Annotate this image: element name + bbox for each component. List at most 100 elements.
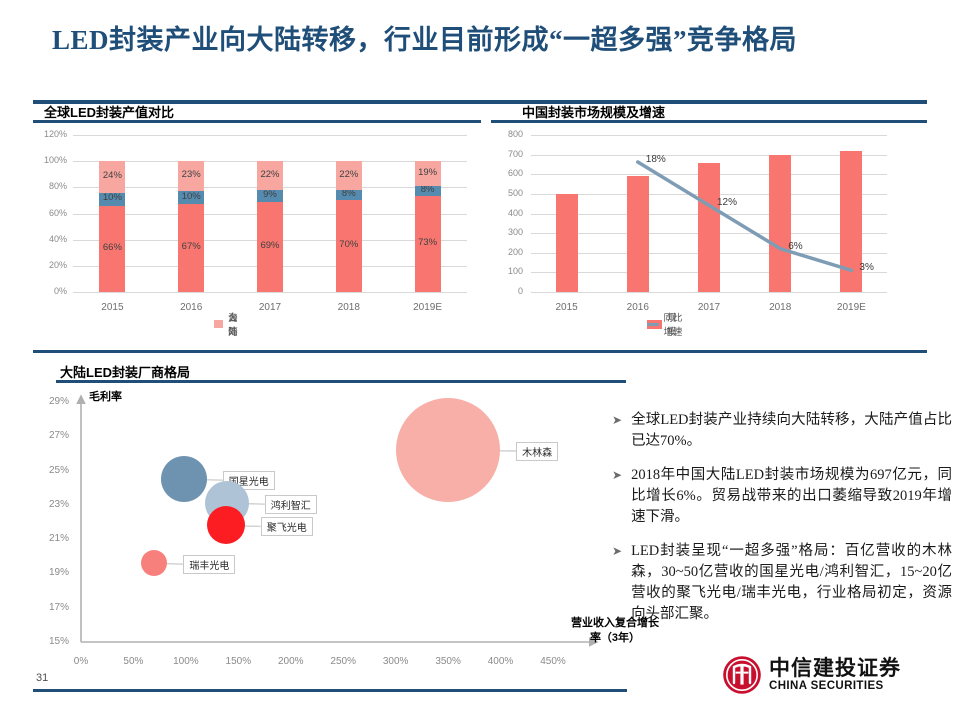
bar-segment-label: 66%	[102, 241, 122, 253]
bar-segment: 10%	[178, 190, 205, 205]
y-tick-label: 21%	[48, 533, 69, 545]
china-market-chart: 0 100 200 300 400 500 600 700 800 2015 2016 2017 201…	[491, 125, 927, 340]
x-tick-label: 250%	[330, 656, 356, 667]
bar-segment-label: 8%	[420, 184, 435, 196]
bubble-label: 聚飞光电	[260, 517, 313, 537]
bar-segment: 24%	[99, 161, 126, 193]
bullet-item: ➤ LED封装呈现“一超多强”格局：百亿营收的木林森，30~50亿营收的国星光电/…	[612, 541, 952, 625]
bar-segment-label: 10%	[102, 192, 122, 204]
x-category-label: 2018	[769, 302, 792, 313]
y-tick-label: 20%	[48, 259, 67, 270]
bar-segment: 22%	[257, 161, 283, 190]
bullet-arrow-icon: ➤	[612, 468, 623, 482]
bubble-leader-lines	[154, 449, 517, 565]
logo-english-name: CHINA SECURITIES	[769, 680, 884, 693]
line-data-label: 6%	[788, 240, 803, 252]
logo-chinese-name: 中信建投证券	[769, 656, 901, 680]
legend-label: 规模	[667, 313, 677, 338]
bar-segment: 8%	[414, 184, 441, 197]
bar-segment-label: 70%	[339, 239, 359, 251]
x-category-label: 2015	[555, 302, 578, 313]
chart-axes	[76, 394, 599, 647]
y-tick-label: 300	[507, 227, 523, 238]
bar-segment: 19%	[414, 161, 441, 186]
title-underline	[33, 100, 927, 104]
left-chart-title: 全球LED封装产值对比	[44, 105, 175, 120]
left-chart-rule	[33, 120, 481, 123]
line-data-label: 3%	[859, 262, 874, 274]
x-tick-label: 450%	[540, 656, 566, 667]
bubble-point	[206, 506, 245, 545]
legend-label: 台湾	[228, 313, 238, 338]
bar-segment-label: 69%	[260, 239, 280, 251]
bubble-point	[141, 550, 168, 577]
y-tick-label: 23%	[48, 498, 69, 510]
bar-segment-label: 10%	[181, 190, 201, 202]
legend-label: 大陆	[228, 313, 238, 338]
bar-segment: 8%	[335, 188, 362, 201]
x-tick-label: 350%	[435, 656, 461, 667]
bubble-point	[396, 398, 501, 502]
y-tick-label: 600	[507, 168, 523, 179]
line-data-label: 12%	[717, 197, 738, 209]
bar-segment-label: 23%	[181, 169, 201, 181]
bar-segment: 67%	[178, 204, 205, 292]
gridline	[531, 154, 887, 156]
x-category-label: 2016	[180, 302, 203, 313]
bar-segment-label: 24%	[102, 169, 122, 181]
y-tick-label: 60%	[48, 207, 67, 218]
gridline	[73, 292, 467, 293]
bar-segment: 69%	[257, 201, 283, 292]
growth-rate-line	[636, 160, 854, 273]
bar-segment: 9%	[257, 189, 283, 202]
bullet-item: ➤ 全球LED封装产业持续向大陆转移，大陆产值占比已达70%。	[612, 410, 952, 452]
y-tick-label: 40%	[48, 233, 67, 244]
y-tick-label: 29%	[48, 396, 69, 407]
x-tick-label: 200%	[277, 656, 304, 667]
x-tick-label: 300%	[382, 656, 409, 667]
summary-bullets: ➤ 全球LED封装产业持续向大陆转移，大陆产值占比已达70%。 ➤ 2018年中国大陆…	[612, 410, 952, 638]
y-tick-label: 100%	[43, 155, 67, 166]
x-category-label: 2017	[258, 302, 282, 313]
x-axis-title: 营业收入复合增长率（3年）	[571, 617, 659, 644]
bar-segment-label: 22%	[260, 168, 280, 180]
gridline	[531, 292, 887, 293]
legend-label: 同比增速	[663, 313, 683, 338]
bubble-label: 瑞丰光电	[183, 555, 236, 575]
bar-segment: 23%	[178, 161, 205, 192]
right-chart-title: 中国封装市场规模及增速	[522, 105, 666, 120]
line-data-label: 18%	[645, 154, 666, 165]
bar	[769, 155, 792, 292]
x-category-label: 2018	[337, 302, 360, 313]
x-category-label: 2016	[626, 302, 649, 313]
global-share-chart: 0% 20% 40% 60% 80% 100% 120% 66% 10% 24% 2015 67% 10…	[33, 125, 481, 340]
bottom-section-divider	[33, 689, 627, 692]
y-tick-label: 15%	[48, 636, 69, 647]
y-tick-label: 19%	[48, 567, 69, 579]
y-tick-label: 0%	[53, 286, 67, 296]
bottom-chart-rule	[56, 380, 626, 383]
x-tick-label: 400%	[487, 656, 514, 667]
bar-segment: 10%	[99, 192, 126, 206]
right-chart-rule	[491, 120, 927, 123]
y-tick-label: 100	[507, 266, 523, 277]
x-tick-label: 150%	[225, 656, 252, 667]
bottom-chart-title: 大陆LED封装厂商格局	[60, 365, 191, 380]
legend-item: 同比增速	[647, 310, 684, 338]
y-tick-label: 80%	[48, 181, 67, 192]
bullet-text: 全球LED封装产业持续向大陆转移，大陆产值占比已达70%。	[631, 412, 952, 449]
page-title: LED封装产业向大陆转移，行业目前形成“一超多强”竞争格局	[52, 25, 798, 55]
top-section-divider	[33, 350, 927, 353]
bubble-point	[160, 456, 207, 503]
x-category-label: 2017	[697, 302, 721, 313]
bar-segment: 70%	[335, 200, 362, 292]
y-axis-title: 毛利率	[89, 391, 122, 403]
legend-swatch	[214, 320, 224, 328]
manufacturer-landscape-chart: 15% 17% 19% 21% 23% 25% 27% 29% 0% 50% 100% 150% 200…	[33, 386, 659, 686]
bar	[698, 163, 720, 292]
y-tick-label: 800	[507, 129, 523, 139]
y-tick-label: 200	[507, 246, 523, 257]
y-tick-label: 120%	[43, 129, 67, 139]
gridline	[531, 135, 887, 136]
